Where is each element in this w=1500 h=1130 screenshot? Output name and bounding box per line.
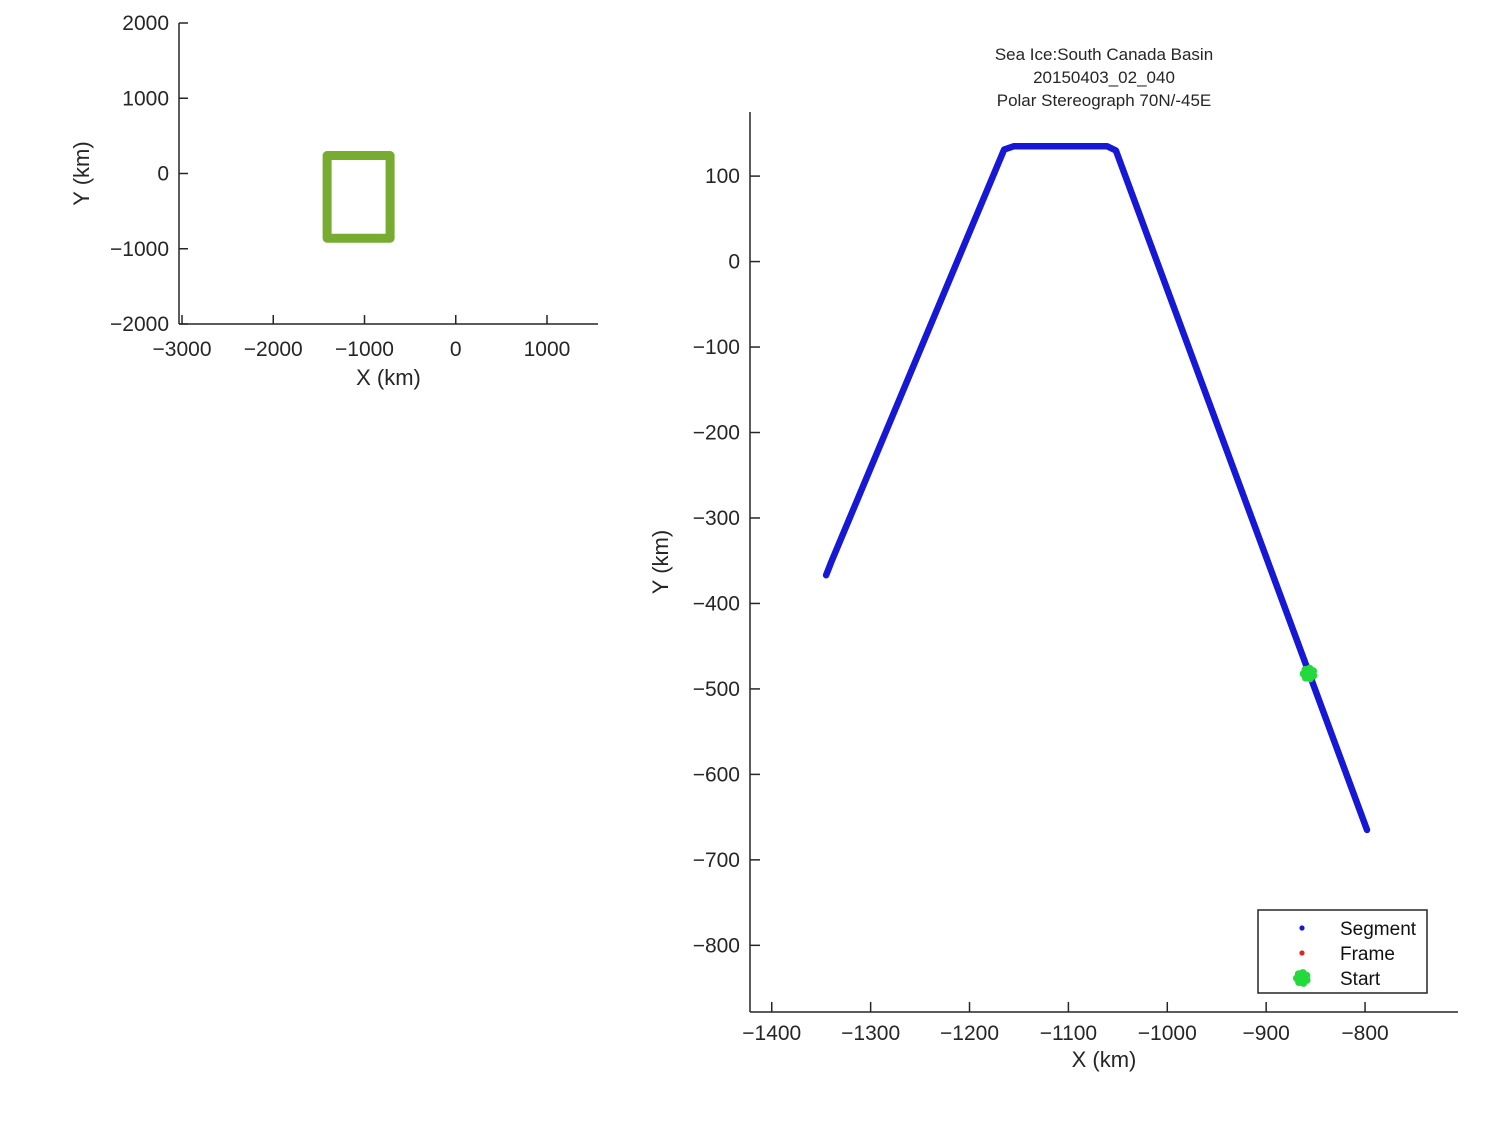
overview-y-tick-label: 0 xyxy=(157,163,169,186)
trajectory-legend-box xyxy=(1257,909,1428,994)
legend-marker-frame xyxy=(1299,950,1305,956)
trajectory-y-tick-label: −400 xyxy=(693,592,740,615)
overview-x-tick-label: 1000 xyxy=(524,338,571,361)
trajectory-x-tick-label: −1100 xyxy=(1040,1022,1097,1045)
trajectory-title-line-2: 20150403_02_040 xyxy=(1033,68,1175,87)
legend-label-segment: Segment xyxy=(1340,919,1417,940)
trajectory-x-tick-label: −800 xyxy=(1341,1022,1388,1045)
legend-marker-start xyxy=(1293,969,1311,987)
overview-x-tick-label: 0 xyxy=(450,338,462,361)
overview-x-tick-label: −2000 xyxy=(244,338,303,361)
overview-y-tick-label: 2000 xyxy=(122,12,169,35)
trajectory-y-tick-label: −200 xyxy=(693,422,740,445)
trajectory-x-axis-label: X (km) xyxy=(1072,1047,1137,1072)
overview-y-tick-label: −1000 xyxy=(110,238,169,261)
legend-marker-start-lobe xyxy=(1302,971,1311,980)
frame-boundary-box xyxy=(322,151,395,243)
trajectory-y-tick-label: −100 xyxy=(693,336,740,359)
trajectory-x-tick-label: −1300 xyxy=(841,1022,900,1045)
segment-track xyxy=(822,142,1371,834)
overview-y-axis-label: Y (km) xyxy=(69,141,94,205)
overview-y-tick-label: −2000 xyxy=(110,313,169,336)
overview-chart: −3000 −2000 −1000 0 1000−2000−1000010002000X… xyxy=(69,12,598,390)
trajectory-x-tick-label: −1000 xyxy=(1138,1022,1197,1045)
legend-label-frame: Frame xyxy=(1340,944,1395,965)
trajectory-y-tick-label: −800 xyxy=(693,934,740,957)
overview-x-tick-label: −1000 xyxy=(335,338,394,361)
trajectory-y-tick-label: −300 xyxy=(693,507,740,530)
trajectory-x-tick-label: −1200 xyxy=(940,1022,999,1045)
start-marker-lobe xyxy=(1309,667,1318,675)
start-marker xyxy=(1299,664,1318,683)
trajectory-y-tick-label: −500 xyxy=(693,678,740,701)
overview-y-tick-label: 1000 xyxy=(122,87,169,110)
trajectory-title-line-1: Sea Ice:South Canada Basin xyxy=(995,45,1213,64)
trajectory-chart: −1400 −1300 −1200 −1100 −1000 −900 −800 100 0 −10… xyxy=(648,45,1458,1072)
trajectory-y-tick-label: −700 xyxy=(693,849,740,872)
trajectory-x-tick-label: −1400 xyxy=(742,1022,801,1045)
trajectory-y-tick-label: −600 xyxy=(693,763,740,786)
trajectory-y-axis-label: Y (km) xyxy=(648,530,673,594)
trajectory-title-line-3: Polar Stereograph 70N/-45E xyxy=(997,91,1212,110)
overview-x-axis-label: X (km) xyxy=(356,365,421,390)
trajectory-x-tick-label: −900 xyxy=(1243,1022,1290,1045)
trajectory-y-tick-label: 0 xyxy=(728,251,740,274)
legend-label-start: Start xyxy=(1340,969,1381,990)
trajectory-y-tick-label: 100 xyxy=(705,165,740,188)
overview-x-tick-label: −3000 xyxy=(153,338,212,361)
legend-marker-segment xyxy=(1299,925,1305,931)
